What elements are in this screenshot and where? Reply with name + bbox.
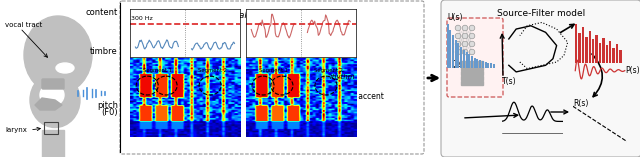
Bar xyxy=(585,37,588,63)
Circle shape xyxy=(462,41,468,47)
Circle shape xyxy=(462,33,468,39)
FancyBboxPatch shape xyxy=(42,79,64,89)
Text: Let's make the noise a snake: Let's make the noise a snake xyxy=(206,11,338,20)
Bar xyxy=(482,61,484,68)
Bar xyxy=(595,35,598,63)
Circle shape xyxy=(469,25,475,31)
Bar xyxy=(616,44,618,63)
Bar xyxy=(602,38,605,63)
Circle shape xyxy=(455,25,461,31)
Bar xyxy=(589,31,591,63)
Text: P(s): P(s) xyxy=(625,66,640,75)
Text: DL: DL xyxy=(451,60,461,69)
Bar xyxy=(493,64,495,68)
Text: U(s): U(s) xyxy=(447,13,463,22)
Bar xyxy=(44,122,58,134)
Bar xyxy=(479,60,481,68)
Ellipse shape xyxy=(40,84,64,106)
Bar xyxy=(458,43,460,68)
Text: larynx: larynx xyxy=(5,127,27,133)
Bar xyxy=(468,54,470,68)
Text: Source-Filter model: Source-Filter model xyxy=(497,9,585,18)
Circle shape xyxy=(469,49,475,55)
Bar xyxy=(612,48,615,63)
Text: LP: LP xyxy=(451,61,460,70)
Text: Segment 2: Segment 2 xyxy=(198,68,227,73)
Bar xyxy=(575,24,577,63)
Bar xyxy=(605,45,608,63)
Text: content: content xyxy=(86,8,118,17)
Ellipse shape xyxy=(30,73,80,127)
Bar xyxy=(592,39,595,63)
Bar xyxy=(42,130,64,157)
Circle shape xyxy=(455,33,461,39)
Text: 300 Hz: 300 Hz xyxy=(131,16,153,21)
Text: pitch: pitch xyxy=(97,100,118,109)
Bar xyxy=(471,56,473,68)
Bar xyxy=(452,35,454,68)
FancyBboxPatch shape xyxy=(447,18,503,97)
Circle shape xyxy=(455,49,461,55)
FancyBboxPatch shape xyxy=(441,0,640,157)
Ellipse shape xyxy=(24,16,92,94)
Text: happy accent: happy accent xyxy=(332,92,384,101)
Text: T(s): T(s) xyxy=(502,77,516,86)
Bar xyxy=(599,43,601,63)
Text: timbre: timbre xyxy=(90,48,118,57)
Bar xyxy=(461,81,483,84)
Circle shape xyxy=(469,33,475,39)
Text: neutral accent: neutral accent xyxy=(179,92,235,101)
Bar xyxy=(463,49,465,68)
Text: (F0): (F0) xyxy=(101,108,118,117)
Bar xyxy=(460,47,462,68)
Bar xyxy=(461,76,483,79)
Bar xyxy=(447,24,449,68)
Bar xyxy=(582,27,584,63)
Circle shape xyxy=(462,25,468,31)
Bar xyxy=(461,71,483,75)
Bar xyxy=(465,52,468,68)
Text: Segment 2: Segment 2 xyxy=(314,68,343,73)
Circle shape xyxy=(455,41,461,47)
Polygon shape xyxy=(35,98,62,110)
Bar xyxy=(619,50,621,63)
Bar xyxy=(461,61,483,65)
Bar xyxy=(474,57,476,68)
Bar xyxy=(487,63,490,68)
Text: vocal tract: vocal tract xyxy=(5,22,42,28)
Text: Segment 1: Segment 1 xyxy=(259,68,288,73)
Text: R(s): R(s) xyxy=(573,99,588,108)
Ellipse shape xyxy=(56,63,74,73)
Circle shape xyxy=(462,49,468,55)
Bar xyxy=(454,40,457,68)
Bar xyxy=(449,30,451,68)
Text: rhythm: rhythm xyxy=(330,74,356,80)
Bar xyxy=(461,66,483,70)
Bar xyxy=(609,41,611,63)
Text: Segment 1: Segment 1 xyxy=(143,68,172,73)
Bar xyxy=(579,33,581,63)
Bar xyxy=(476,59,479,68)
Circle shape xyxy=(469,41,475,47)
Bar xyxy=(484,62,486,68)
Bar xyxy=(490,63,492,68)
